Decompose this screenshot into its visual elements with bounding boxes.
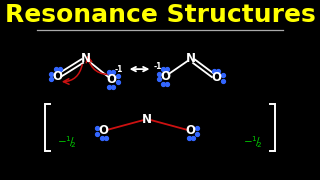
Text: -1: -1 [114,65,123,74]
Text: Resonance Structures: Resonance Structures [4,3,316,27]
Text: O: O [53,70,63,83]
Text: O: O [99,124,109,137]
Text: $-\mathsf{^1\!/\!_2}$: $-\mathsf{^1\!/\!_2}$ [244,135,263,150]
Text: O: O [186,124,196,137]
Text: N: N [186,52,196,65]
Text: N: N [81,52,91,65]
Text: O: O [211,71,221,84]
Text: $-\mathsf{^1\!/\!_2}$: $-\mathsf{^1\!/\!_2}$ [57,135,76,150]
Text: -1: -1 [154,62,162,71]
Text: O: O [160,70,170,83]
Text: N: N [142,112,152,126]
Text: O: O [106,73,116,86]
